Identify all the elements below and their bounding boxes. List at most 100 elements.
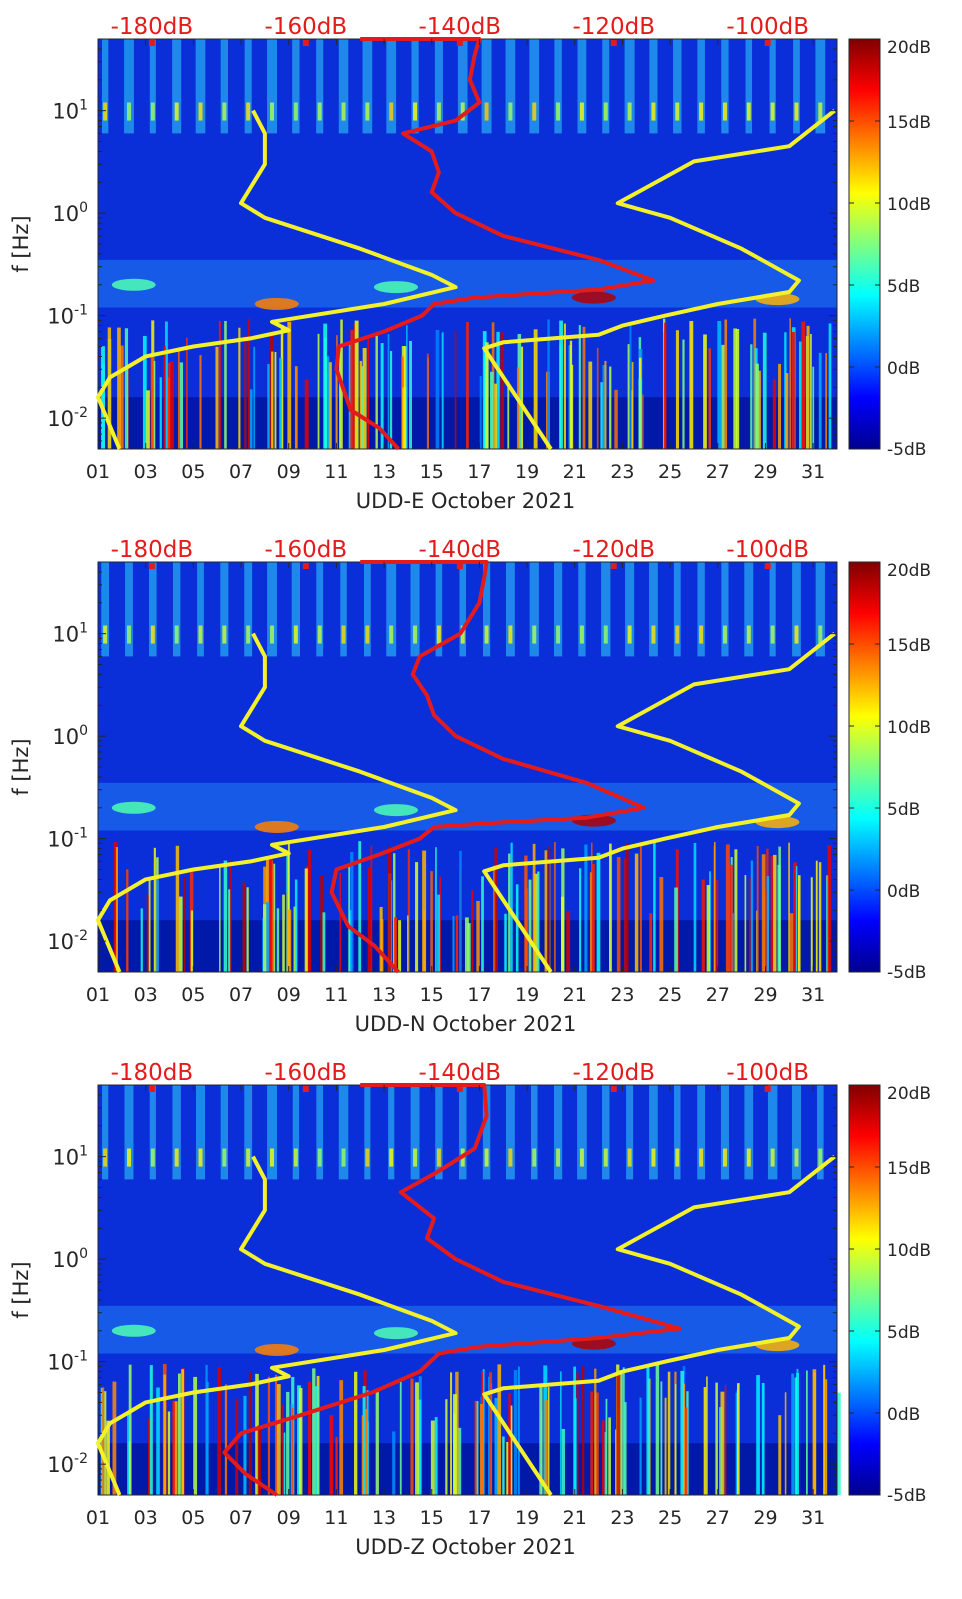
- x-tick-label: 03: [134, 1507, 158, 1529]
- spectrogram-bar: [664, 322, 667, 449]
- x-tick-label: 29: [753, 1507, 777, 1529]
- spectrogram-stripe: [457, 39, 468, 134]
- spectrogram-stripe: [174, 102, 179, 121]
- spectrogram-stripe: [103, 1148, 108, 1167]
- spectrogram-bar: [547, 319, 550, 449]
- spectrogram-bar: [715, 1382, 718, 1495]
- spectrogram-bar: [708, 348, 711, 449]
- spectrogram-stripe: [745, 39, 753, 134]
- x-tick-label: 19: [515, 1507, 539, 1529]
- spectrogram-bar: [215, 346, 219, 449]
- spectrogram-bar: [392, 1431, 396, 1495]
- spectrogram-stripe: [603, 1148, 608, 1167]
- spectrogram-stripe: [744, 562, 754, 657]
- spectrogram-bar: [398, 920, 402, 972]
- spectrogram-stripe: [673, 39, 682, 134]
- spectrogram-stripe: [651, 1148, 656, 1167]
- x-tick-label: 07: [229, 461, 253, 483]
- spectrogram-bar: [380, 343, 384, 449]
- spectrogram-bar: [590, 1391, 594, 1495]
- spectrogram-bar: [113, 842, 118, 972]
- spectrogram-bar: [660, 1381, 663, 1495]
- spectrogram-microseism-band: [98, 1305, 837, 1354]
- top-axis-tick: [456, 563, 463, 569]
- spectrogram-bar: [773, 854, 777, 972]
- spectrogram-bar: [165, 321, 168, 449]
- spectrogram-bar: [561, 1428, 565, 1495]
- spectrogram-bar: [616, 1372, 621, 1495]
- y-tick-exponent: 0: [79, 200, 88, 216]
- spectrogram-stripe: [554, 39, 562, 134]
- top-axis-tick: [302, 563, 309, 569]
- spectrogram-bar: [163, 345, 166, 449]
- y-tick-base: 10: [47, 1453, 74, 1477]
- spectrogram-bar: [112, 1381, 117, 1495]
- spectrogram-bar: [476, 900, 480, 972]
- spectrogram-bar: [393, 853, 396, 972]
- spectrogram-bar: [178, 1373, 181, 1495]
- spectrogram-bar: [314, 1386, 319, 1495]
- spectrogram-bar: [348, 866, 351, 972]
- x-tick-label: 13: [372, 1507, 396, 1529]
- colorbar-tick-label: -5dB: [887, 440, 926, 460]
- spectrogram-bar: [375, 335, 378, 449]
- x-tick-label: 07: [229, 984, 253, 1006]
- x-tick-label: 05: [181, 1507, 205, 1529]
- spectrogram-stripe: [579, 625, 584, 644]
- spectrogram-bar: [246, 887, 249, 972]
- spectrogram-bar: [810, 333, 812, 449]
- spectrogram-stripe: [675, 1148, 680, 1167]
- spectrogram-bar: [224, 1384, 228, 1495]
- spectrogram-stripe: [818, 1148, 823, 1167]
- top-axis-label: -100dB: [726, 1060, 809, 1086]
- colorbar-tick-label: 10dB: [887, 1241, 931, 1261]
- spectrogram-stripe: [172, 39, 182, 134]
- y-tick-exponent: -1: [74, 826, 88, 842]
- spectrogram-stripe: [460, 102, 465, 121]
- spectrogram-stripe: [198, 625, 203, 644]
- spectrogram-stripe: [363, 562, 371, 657]
- spectrogram-stripe: [769, 562, 776, 657]
- spectrogram-bar: [796, 1368, 799, 1495]
- spectrogram-bar: [485, 342, 489, 449]
- spectrogram-bar: [149, 1365, 153, 1495]
- spectrogram-stripe: [126, 1148, 131, 1167]
- y-tick-label: 100: [52, 723, 88, 749]
- spectrogram-bar: [638, 378, 642, 449]
- spectrogram-stripe: [126, 102, 131, 121]
- spectrogram-stripe: [603, 625, 608, 644]
- spectrogram-bar: [379, 906, 383, 972]
- x-tick-label: 17: [467, 984, 491, 1006]
- spectrogram-bar: [353, 323, 356, 449]
- spectrogram-bar: [279, 357, 283, 449]
- y-tick-base: 10: [47, 828, 74, 852]
- spectrogram-stripe: [697, 39, 705, 134]
- spectrogram-stripe: [532, 625, 537, 644]
- spectrogram-bar: [761, 1382, 765, 1495]
- y-tick-base: 10: [52, 1248, 79, 1272]
- spectrogram-stripe: [794, 1148, 799, 1167]
- spectrogram-bar: [755, 363, 759, 449]
- spectrogram-bar: [504, 913, 507, 972]
- spectrogram-bar: [622, 1367, 625, 1495]
- spectrogram-bar: [299, 1387, 303, 1495]
- spectrogram-bar: [827, 845, 832, 972]
- y-tick-base: 10: [52, 725, 79, 749]
- spectrogram-bar: [750, 344, 753, 449]
- spectrogram-stripe: [649, 562, 658, 657]
- y-tick-exponent: 1: [79, 98, 88, 114]
- spectrogram-stripe: [601, 562, 611, 657]
- top-axis-label: -140dB: [419, 14, 502, 40]
- spectrogram-stripe: [529, 39, 540, 134]
- spectrogram-stripe: [769, 39, 776, 134]
- spectrogram-bar: [547, 1386, 550, 1495]
- spectrogram-bar: [639, 1397, 642, 1495]
- spectrogram-bar: [748, 876, 751, 972]
- spectrogram-stripe: [341, 625, 346, 644]
- spectrogram-bar: [146, 390, 150, 449]
- top-axis-tick: [610, 563, 617, 569]
- spectrogram-bar: [602, 364, 607, 449]
- spectrogram-stripe: [626, 1085, 634, 1180]
- spectrogram-bar: [417, 1399, 422, 1495]
- spectrogram-bar: [559, 320, 563, 449]
